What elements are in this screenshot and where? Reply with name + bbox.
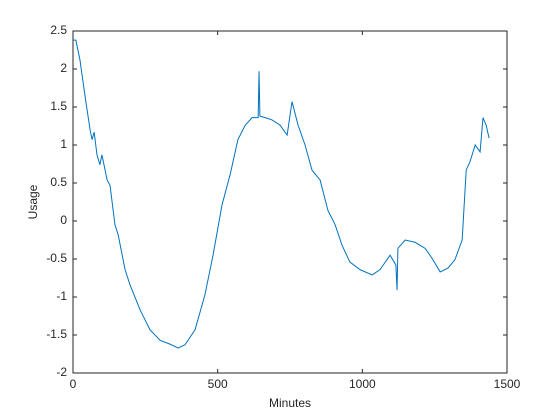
y-tick-label: 2 [60,61,67,75]
y-axis-label: Usage [26,184,40,219]
y-tick-label: -1 [56,289,67,303]
y-tick-label: -2 [56,365,67,379]
y-tick-label: 0 [60,213,67,227]
y-tick-label: 2.5 [50,23,67,37]
data-line [73,39,490,349]
y-tick-label: -1.5 [46,327,67,341]
x-tick-label: 1500 [494,377,521,391]
x-tick-label: 0 [70,377,77,391]
x-axis-label: Minutes [269,396,311,410]
y-tick-label: -0.5 [46,251,67,265]
x-tick-label: 500 [208,377,228,391]
y-tick-label: 1 [60,137,67,151]
y-tick-label: 0.5 [50,175,67,189]
plot-area [72,30,508,374]
y-tick-label: 1.5 [50,99,67,113]
x-tick-label: 1000 [349,377,376,391]
